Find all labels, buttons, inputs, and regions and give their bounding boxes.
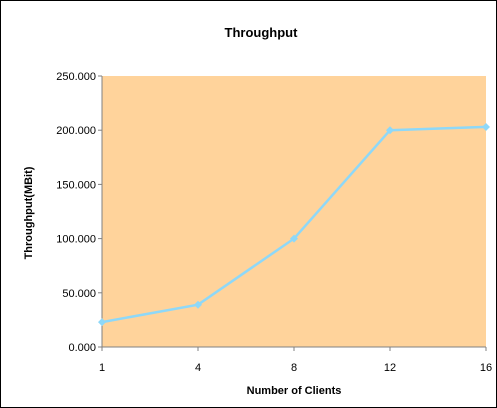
data-point: [194, 300, 202, 309]
x-tick-label: 1: [99, 362, 105, 374]
x-tick-label: 4: [195, 362, 201, 374]
x-tick-label: 16: [480, 362, 492, 374]
data-point: [386, 126, 394, 135]
data-point: [290, 234, 298, 243]
x-tick-label: 12: [384, 362, 396, 374]
data-point: [98, 318, 106, 327]
x-tick-label: 8: [291, 362, 297, 374]
y-tick-label: 150.000: [56, 179, 96, 191]
y-tick-label: 250.000: [56, 71, 96, 83]
y-tick-label: 100.000: [56, 234, 96, 246]
data-point: [482, 122, 490, 131]
chart-title: Throughput: [225, 25, 299, 40]
y-axis: 0.000 50.000 100.000 150.000 200.000 250.000: [56, 71, 103, 354]
y-tick-label: 200.000: [56, 125, 96, 137]
x-axis: 1 4 8 12 16: [99, 346, 492, 374]
y-axis-label: Throughput(MBit): [23, 166, 35, 259]
x-axis-label: Number of Clients: [247, 385, 342, 397]
y-tick-label: 50.000: [62, 288, 96, 300]
series-markers: [98, 122, 490, 327]
plot-area: [102, 76, 486, 347]
y-tick-label: 0.000: [68, 342, 96, 354]
